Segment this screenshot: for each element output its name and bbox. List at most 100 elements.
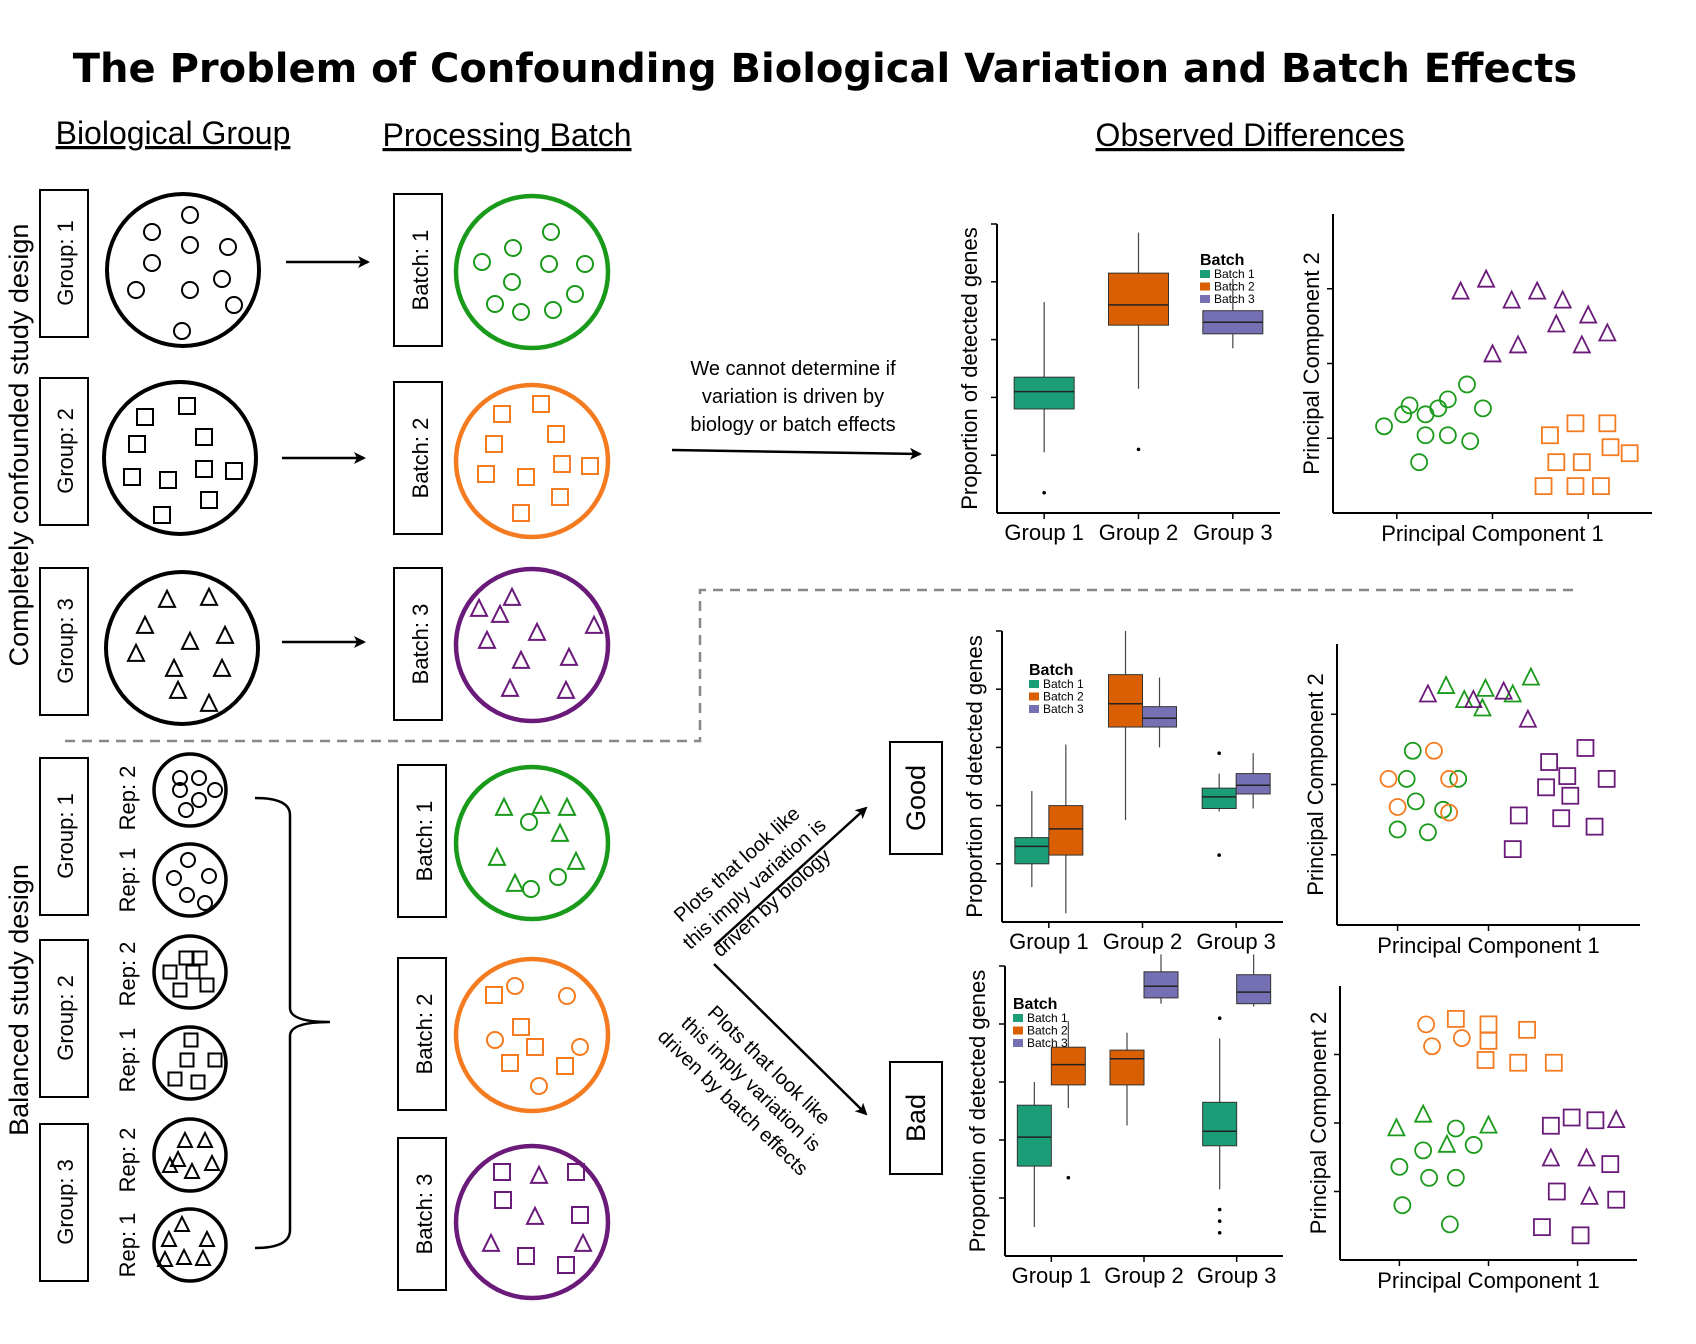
legend-entry: Batch 1	[1043, 677, 1084, 691]
sample-square	[485, 986, 503, 1004]
sample-triangle	[1577, 1147, 1596, 1167]
legend-swatch	[1013, 1026, 1023, 1035]
sample-square	[1620, 444, 1639, 463]
sample-square	[1552, 809, 1571, 828]
sample-square	[1544, 1053, 1563, 1072]
header-biological-group: Biological Group	[56, 115, 291, 151]
sample-circle	[520, 813, 538, 831]
confounded-pca-plot: Principal Component 1 Principal Component…	[1299, 214, 1652, 546]
sample-circle	[127, 281, 145, 299]
sample-triangle	[1546, 313, 1566, 333]
sample-triangle	[481, 1232, 501, 1252]
sample-circle	[1393, 1196, 1412, 1215]
sample-square	[556, 1057, 574, 1075]
sample-square	[136, 408, 154, 426]
sample-circle	[544, 301, 562, 319]
sample-triangle	[203, 1153, 221, 1172]
sample-triangle	[183, 1161, 201, 1180]
sample-triangle	[525, 1205, 545, 1225]
sample-circle	[503, 273, 521, 291]
sample-square	[1541, 426, 1559, 445]
sample-square	[159, 471, 177, 489]
sample-square	[178, 397, 196, 415]
sample-triangle	[135, 614, 155, 634]
sample-circle	[201, 868, 217, 884]
sample-circle	[173, 322, 191, 340]
sample-square	[501, 1054, 519, 1072]
sample-square	[1562, 1108, 1581, 1127]
x-tick-label: Group 1	[1009, 929, 1089, 954]
legend-title: Batch	[1200, 252, 1244, 269]
sample-circle	[1375, 417, 1393, 436]
sample-triangle	[573, 1232, 593, 1252]
sample-square	[128, 435, 146, 453]
box-outlier	[1217, 1016, 1222, 1020]
sample-square	[167, 1071, 183, 1087]
sample-triangle	[169, 1149, 187, 1168]
sample-triangle	[1479, 1114, 1498, 1134]
sample-circle	[566, 285, 584, 303]
x-tick-label: Group 1	[1004, 520, 1084, 545]
sample-circle	[1461, 432, 1480, 451]
sample-circle	[1446, 1168, 1465, 1187]
sample-circle	[1474, 399, 1492, 418]
sample-square	[1479, 1031, 1498, 1050]
sample-circle	[1452, 1029, 1471, 1047]
sample-square	[512, 1018, 530, 1036]
balanced-batch-label-1: Batch: 1	[412, 801, 437, 882]
y-axis-label: Principal Component 2	[1306, 1012, 1331, 1235]
sample-triangle	[1494, 680, 1514, 700]
sample-circle	[576, 255, 594, 273]
sample-triangle	[502, 586, 522, 606]
balanced-batch-label-3: Batch: 3	[412, 1174, 437, 1255]
sample-triangle	[1606, 1109, 1626, 1129]
x-axis-label: Principal Component 1	[1381, 521, 1604, 546]
sample-circle	[1379, 769, 1398, 788]
sample-triangle	[194, 1248, 212, 1267]
balanced-batch-circles	[453, 764, 611, 1301]
confounded-design-label: Completely confounded study design	[4, 224, 34, 667]
legend-entry: Batch 3	[1043, 702, 1084, 716]
sample-square	[517, 468, 535, 486]
sample-square	[1509, 1053, 1528, 1072]
box-batch-1	[1201, 787, 1237, 810]
sample-circle	[540, 255, 558, 273]
box-outlier	[1217, 1207, 1222, 1212]
balanced-group-label-2: Group: 2	[53, 975, 78, 1061]
batch-label-1: Batch: 1	[408, 230, 433, 311]
sample-circle	[180, 852, 196, 868]
confounded-to-plots-arrow	[671, 447, 922, 460]
sample-circle	[143, 254, 161, 272]
sample-square	[532, 395, 550, 413]
y-axis-label: Proportion of detected genes	[957, 227, 982, 510]
x-tick-label: Group 3	[1196, 929, 1276, 954]
sample-triangle	[1521, 666, 1541, 686]
sample-triangle	[1541, 1147, 1561, 1167]
good-label: Good	[901, 765, 931, 831]
sample-square	[1476, 1051, 1495, 1069]
sample-triangle	[164, 657, 184, 677]
sample-triangle	[198, 1229, 216, 1248]
sample-square	[1592, 477, 1610, 495]
sample-circle	[181, 281, 199, 299]
sample-square	[1509, 806, 1528, 825]
rep-label: Rep: 2	[115, 942, 140, 1007]
legend-entry: Batch 2	[1027, 1024, 1068, 1038]
sample-triangle	[176, 1130, 194, 1149]
confounded-batch-boxes: Batch: 1 Batch: 2 Batch: 3	[393, 193, 443, 721]
sample-square	[1597, 769, 1616, 788]
good-boxplot: Proportion of detected genes Group 1 Group…	[962, 630, 1283, 954]
sample-circle	[1464, 1136, 1483, 1154]
sample-triangle	[1463, 688, 1483, 708]
sample-circle	[178, 802, 194, 818]
outcome-boxes: Good Bad	[889, 741, 943, 1175]
sample-triangle	[1437, 1133, 1457, 1153]
y-axis-label: Principal Component 2	[1299, 252, 1324, 475]
sample-square	[1540, 753, 1558, 771]
confounded-group-circles	[102, 192, 261, 726]
sample-square	[185, 964, 201, 980]
sample-circle	[1423, 1037, 1441, 1056]
sample-circle	[1449, 769, 1468, 788]
sample-square	[517, 1247, 535, 1265]
